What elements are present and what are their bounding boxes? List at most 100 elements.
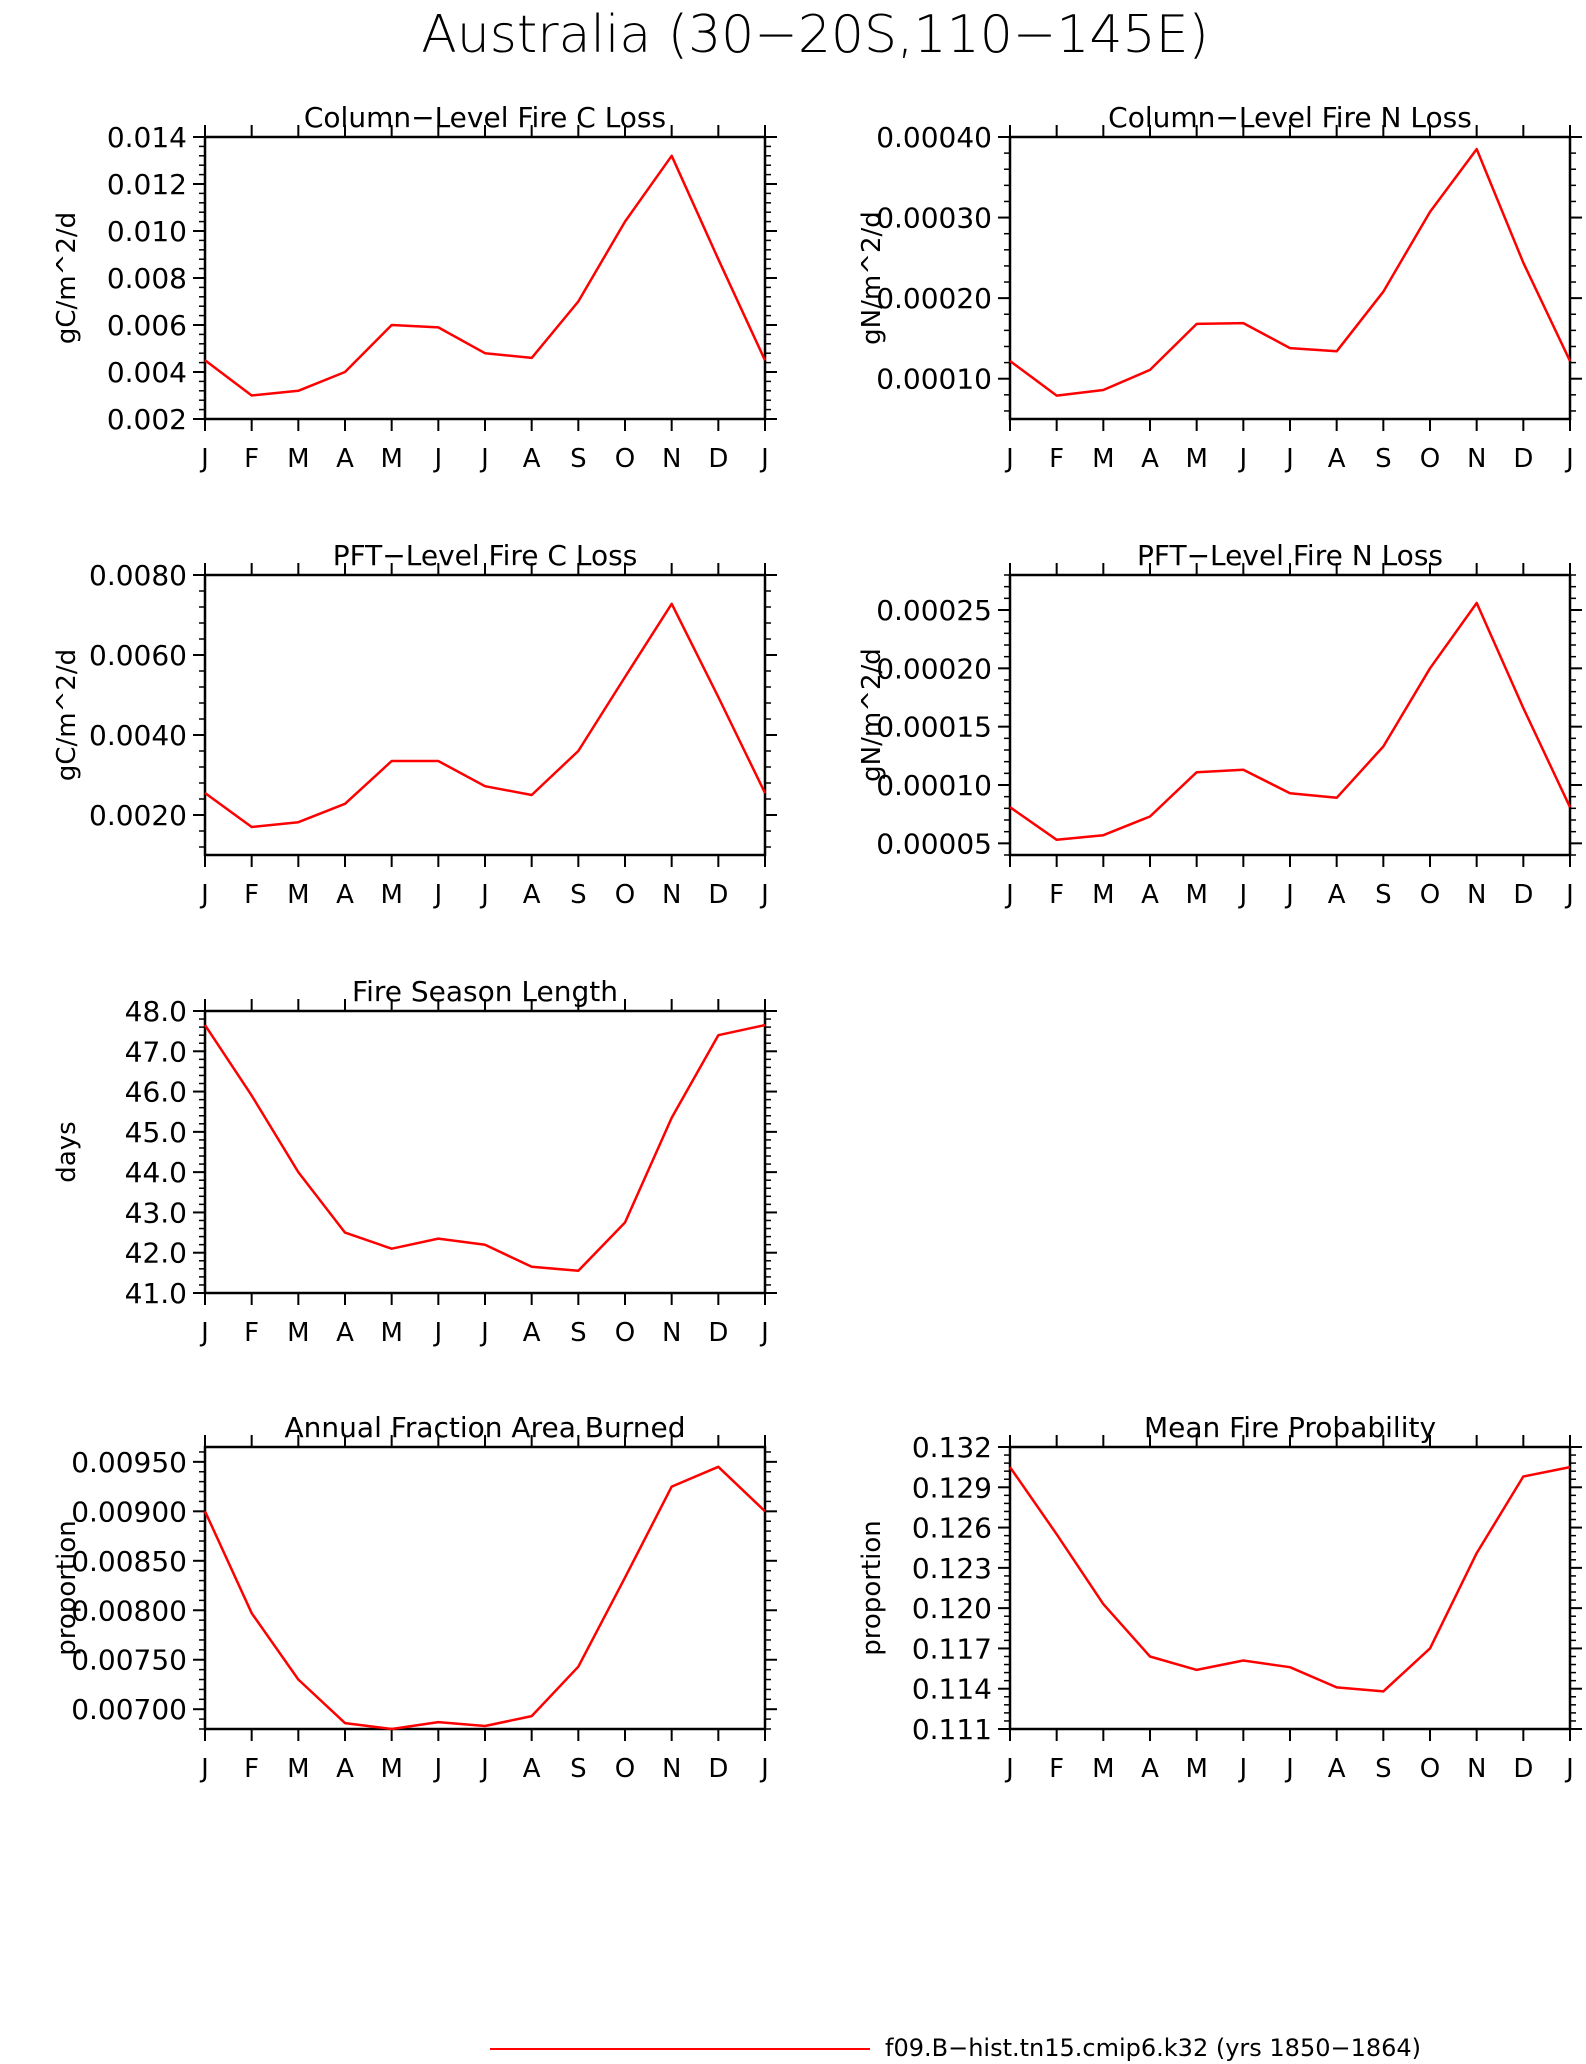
x-tick-label: N [662, 1754, 681, 1784]
x-tick-label: F [244, 880, 259, 910]
x-tick-label: F [1049, 1754, 1064, 1784]
y-tick-label: 0.00750 [71, 1644, 187, 1677]
plot-frame [1008, 135, 1572, 421]
x-tick-label: N [1467, 444, 1486, 474]
x-tick-label: M [1185, 880, 1207, 910]
plot-frame [203, 1009, 767, 1295]
y-tick-label: 0.004 [107, 356, 187, 389]
x-tick-label: J [479, 444, 489, 474]
plot-frame [203, 573, 767, 857]
x-tick-label: J [199, 444, 209, 474]
x-tick-label: S [570, 880, 587, 910]
series-line [1008, 1465, 1571, 1693]
y-tick-label: 0.111 [912, 1713, 992, 1746]
x-tick-label: M [287, 880, 309, 910]
y-tick-label: 0.00030 [876, 202, 992, 235]
x-tick-label: A [523, 1754, 541, 1784]
y-tick-label: 41.0 [125, 1277, 187, 1310]
x-tick-label: D [708, 1754, 728, 1784]
x-tick-label: S [570, 444, 587, 474]
y-tick-label: 0.00015 [876, 711, 992, 744]
y-tick-label: 43.0 [125, 1196, 187, 1229]
x-tick-label: J [1237, 880, 1247, 910]
y-tick-label: 0.00005 [876, 827, 992, 860]
x-tick-label: D [708, 444, 728, 474]
x-tick-label: J [1237, 1754, 1247, 1784]
x-tick-label: M [1092, 880, 1114, 910]
series-line [1009, 147, 1572, 397]
figure-title: Australia (30−20S,110−145E) [421, 5, 1209, 65]
x-tick-label: N [662, 444, 681, 474]
y-axis-label: proportion [52, 1520, 82, 1655]
y-tick-label: 0.120 [912, 1592, 992, 1625]
x-tick-label: O [1420, 1754, 1440, 1784]
x-tick-label: F [244, 1754, 259, 1784]
y-tick-label: 0.114 [912, 1673, 992, 1706]
y-tick-label: 0.002 [107, 403, 187, 436]
x-tick-label: O [615, 1318, 635, 1348]
y-tick-label: 0.012 [107, 168, 187, 201]
x-tick-label: D [1513, 1754, 1533, 1784]
x-tick-label: J [1237, 444, 1247, 474]
y-tick-label: 0.117 [912, 1632, 992, 1665]
x-tick-label: S [570, 1318, 587, 1348]
x-tick-label: D [708, 1318, 728, 1348]
y-tick-label: 46.0 [125, 1076, 187, 1109]
y-tick-label: 0.0080 [89, 559, 187, 592]
x-tick-label: O [615, 444, 635, 474]
x-tick-label: D [1513, 444, 1533, 474]
legend-label: f09.B−hist.tn15.cmip6.k32 (yrs 1850−1864… [885, 2034, 1421, 2062]
y-axis-label: gC/m^2/d [52, 649, 82, 781]
series-line [203, 1465, 766, 1731]
y-tick-label: 0.008 [107, 262, 187, 295]
x-tick-label: J [432, 1754, 442, 1784]
x-tick-label: A [1141, 1754, 1159, 1784]
x-tick-label: S [1375, 444, 1392, 474]
y-tick-label: 0.014 [107, 121, 187, 154]
x-tick-label: J [199, 880, 209, 910]
y-tick-label: 0.00800 [71, 1594, 187, 1627]
plot-frame [203, 1445, 767, 1731]
x-tick-label: M [1185, 1754, 1207, 1784]
legend: f09.B−hist.tn15.cmip6.k32 (yrs 1850−1864… [490, 2034, 1421, 2062]
x-tick-label: A [336, 880, 354, 910]
series-line [203, 1023, 766, 1273]
x-tick-label: M [287, 1754, 309, 1784]
x-tick-label: J [1284, 1754, 1294, 1784]
x-tick-label: J [1284, 444, 1294, 474]
x-tick-label: J [1284, 880, 1294, 910]
x-tick-label: J [1564, 880, 1574, 910]
x-tick-label: F [244, 444, 259, 474]
y-tick-label: 0.00700 [71, 1693, 187, 1726]
y-tick-label: 42.0 [125, 1237, 187, 1270]
y-tick-label: 0.0020 [89, 799, 187, 832]
x-tick-label: O [615, 1754, 635, 1784]
y-tick-label: 0.126 [912, 1512, 992, 1545]
y-tick-label: 0.00010 [876, 363, 992, 396]
y-tick-label: 47.0 [125, 1035, 187, 1068]
x-tick-label: O [1420, 444, 1440, 474]
x-tick-label: J [759, 1754, 769, 1784]
x-tick-label: N [1467, 1754, 1486, 1784]
y-tick-label: 0.00010 [876, 769, 992, 802]
y-tick-label: 0.129 [912, 1471, 992, 1504]
x-tick-label: J [1004, 444, 1014, 474]
x-tick-label: A [1328, 880, 1346, 910]
y-axis-label: gC/m^2/d [52, 212, 82, 344]
x-tick-label: A [1141, 444, 1159, 474]
x-tick-label: N [662, 1318, 681, 1348]
series-line [1009, 601, 1572, 842]
x-tick-label: A [1328, 444, 1346, 474]
x-tick-label: J [1564, 1754, 1574, 1784]
x-tick-label: O [615, 880, 635, 910]
x-tick-label: S [570, 1754, 587, 1784]
y-axis-label: proportion [857, 1520, 887, 1655]
x-tick-label: J [759, 880, 769, 910]
x-tick-label: M [1185, 444, 1207, 474]
